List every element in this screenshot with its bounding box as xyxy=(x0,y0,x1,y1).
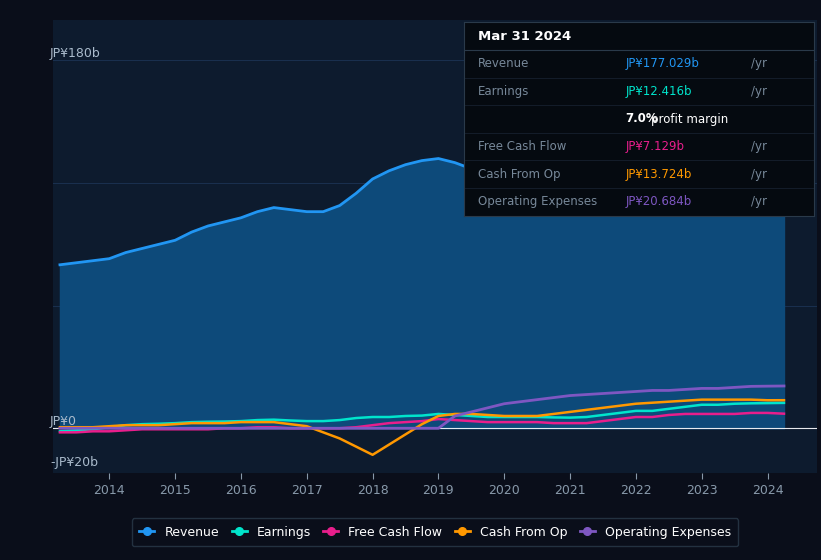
Text: /yr: /yr xyxy=(751,140,768,153)
Text: Cash From Op: Cash From Op xyxy=(478,167,561,181)
Text: JP¥20.684b: JP¥20.684b xyxy=(625,195,691,208)
Text: /yr: /yr xyxy=(751,85,768,98)
Text: Earnings: Earnings xyxy=(478,85,530,98)
Text: Operating Expenses: Operating Expenses xyxy=(478,195,597,208)
Text: JP¥12.416b: JP¥12.416b xyxy=(625,85,691,98)
Text: JP¥7.129b: JP¥7.129b xyxy=(625,140,684,153)
Legend: Revenue, Earnings, Free Cash Flow, Cash From Op, Operating Expenses: Revenue, Earnings, Free Cash Flow, Cash … xyxy=(132,519,738,547)
Text: JP¥177.029b: JP¥177.029b xyxy=(625,57,699,71)
Text: 7.0%: 7.0% xyxy=(625,113,658,125)
Text: /yr: /yr xyxy=(751,167,768,181)
Text: JP¥13.724b: JP¥13.724b xyxy=(625,167,691,181)
Text: Free Cash Flow: Free Cash Flow xyxy=(478,140,566,153)
Text: Revenue: Revenue xyxy=(478,57,530,71)
Text: JP¥180b: JP¥180b xyxy=(50,48,101,60)
Text: -JP¥20b: -JP¥20b xyxy=(50,456,98,469)
Text: profit margin: profit margin xyxy=(651,113,729,125)
Text: /yr: /yr xyxy=(751,195,768,208)
Text: JP¥0: JP¥0 xyxy=(50,416,77,428)
Text: /yr: /yr xyxy=(751,57,768,71)
Text: Mar 31 2024: Mar 31 2024 xyxy=(478,30,571,43)
